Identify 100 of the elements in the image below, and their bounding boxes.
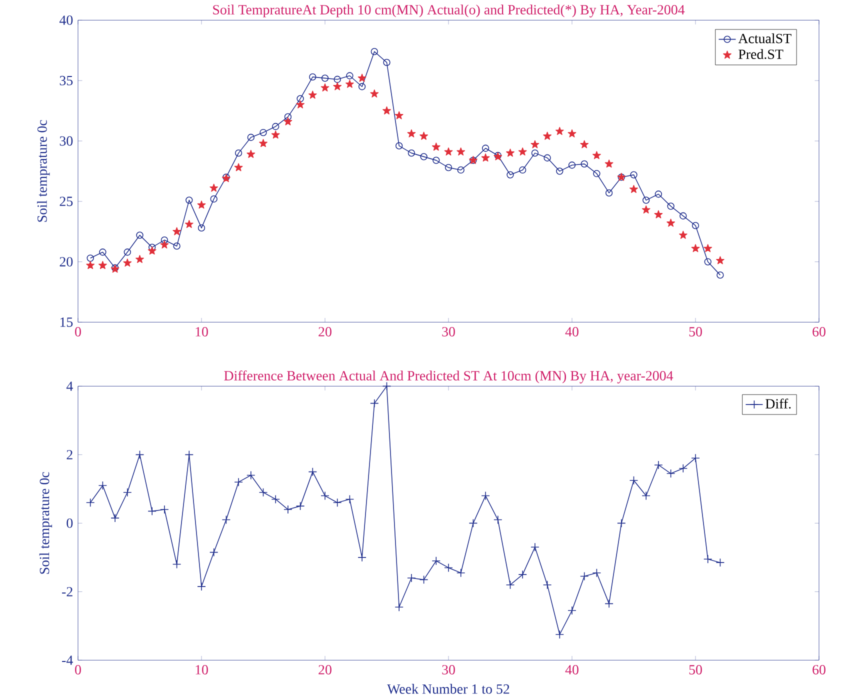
point <box>580 572 589 581</box>
point <box>370 89 379 98</box>
point <box>678 230 688 239</box>
point <box>246 470 256 480</box>
point <box>271 494 280 504</box>
point <box>482 144 490 152</box>
point <box>481 491 490 500</box>
point <box>346 80 354 88</box>
point <box>420 153 428 160</box>
point <box>530 542 540 552</box>
point <box>272 122 280 130</box>
point <box>605 189 613 196</box>
point <box>258 488 268 497</box>
point <box>172 227 181 236</box>
point <box>284 117 292 126</box>
x-tick-label: 60 <box>812 326 826 336</box>
point <box>148 506 156 516</box>
point <box>394 602 404 612</box>
point <box>184 220 194 228</box>
point <box>704 244 712 252</box>
point <box>666 469 676 478</box>
point <box>160 505 169 514</box>
point <box>396 142 403 150</box>
point <box>555 630 564 639</box>
point <box>173 242 180 250</box>
point <box>222 515 231 524</box>
point <box>692 222 700 230</box>
point <box>98 481 108 490</box>
point <box>444 563 453 572</box>
point <box>456 568 466 578</box>
point <box>136 232 144 239</box>
point <box>506 171 514 178</box>
point <box>382 382 392 390</box>
y-tick-label: 25 <box>60 196 73 206</box>
point <box>592 151 601 160</box>
point <box>394 111 404 120</box>
point <box>148 246 156 254</box>
x-tick-label: 40 <box>565 326 578 336</box>
point <box>309 73 316 80</box>
point <box>716 558 725 567</box>
point <box>197 582 206 591</box>
point <box>642 205 650 214</box>
point <box>456 147 466 156</box>
legend-label: Pred.ST <box>738 49 784 59</box>
point <box>506 148 514 157</box>
y-tick-label: 15 <box>60 317 73 327</box>
point <box>209 548 218 557</box>
point <box>345 494 354 504</box>
point <box>308 467 318 476</box>
point <box>198 224 206 232</box>
y-tick-label: 30 <box>60 136 73 146</box>
point <box>518 147 527 156</box>
point <box>184 450 194 459</box>
point <box>630 184 638 193</box>
point <box>86 260 95 269</box>
y-axis-title: Soil temprature 0c <box>39 472 52 574</box>
x-tick-label: 0 <box>75 326 81 336</box>
y-tick-label: 35 <box>60 76 73 86</box>
point <box>346 72 354 80</box>
point <box>296 100 304 108</box>
point <box>246 150 256 158</box>
y-tick-label: -2 <box>62 586 72 596</box>
point <box>432 156 440 164</box>
point <box>432 556 441 566</box>
point <box>568 606 576 615</box>
legend-label: Diff. <box>766 398 791 409</box>
point <box>247 134 254 141</box>
point <box>556 168 564 175</box>
point <box>678 464 688 473</box>
point <box>617 518 626 528</box>
point <box>382 106 391 114</box>
point <box>457 166 464 174</box>
point <box>296 502 305 510</box>
point <box>210 184 218 192</box>
point <box>99 248 106 256</box>
point <box>124 248 131 256</box>
point <box>321 74 329 82</box>
point <box>296 95 304 102</box>
x-axis-title: Week Number 1 to 52 <box>387 684 510 694</box>
point <box>630 171 638 178</box>
point <box>716 256 724 264</box>
legend-label: ActualST <box>738 33 792 44</box>
point <box>358 74 366 82</box>
point <box>593 170 600 178</box>
point <box>284 113 292 120</box>
x-tick-label: 60 <box>812 664 826 674</box>
x-tick-label: 10 <box>196 326 208 336</box>
point <box>506 580 515 590</box>
point <box>383 58 390 66</box>
x-tick-label: 10 <box>196 664 208 674</box>
point <box>531 149 539 157</box>
point <box>654 190 662 198</box>
point <box>358 82 366 90</box>
point <box>544 154 551 162</box>
point <box>86 254 94 262</box>
point <box>691 454 700 462</box>
point <box>407 129 416 138</box>
point <box>234 149 242 157</box>
x-tick-label: 50 <box>689 326 702 336</box>
y-tick-label: 40 <box>59 15 73 25</box>
